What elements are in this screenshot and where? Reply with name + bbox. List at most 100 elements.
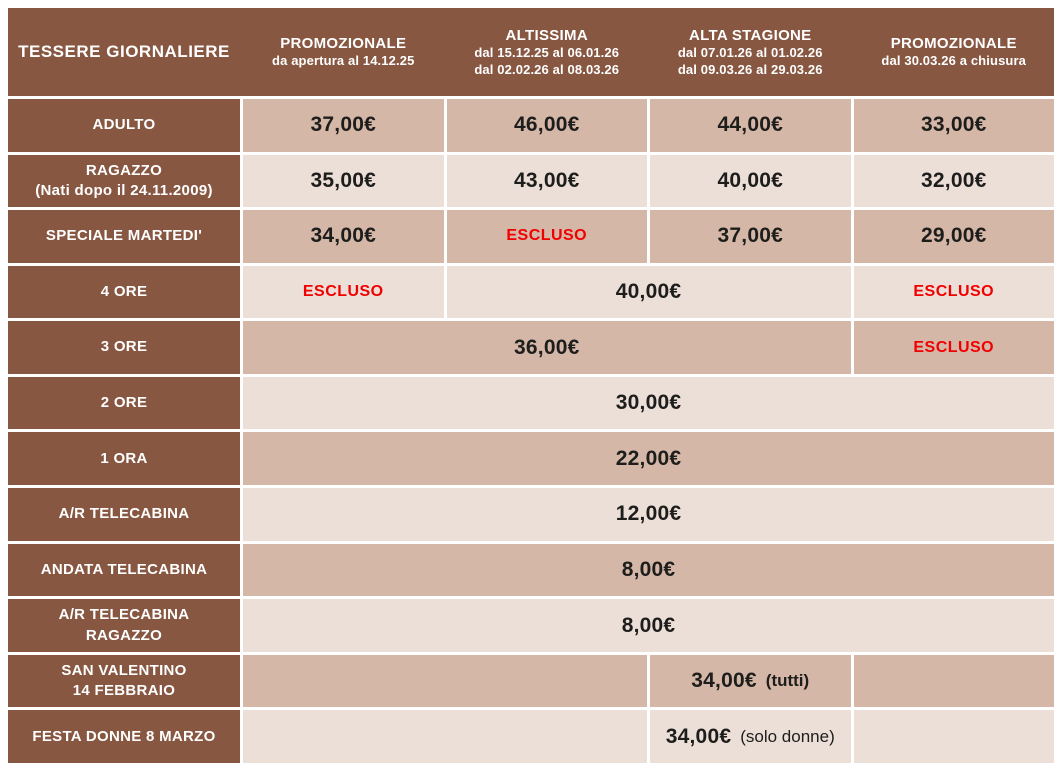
price-cell: 43,00€ xyxy=(446,154,647,208)
excluded-text: ESCLUSO xyxy=(913,283,995,301)
row-label-text: A/R TELECABINA xyxy=(58,606,190,624)
price-value: 37,00€ xyxy=(310,113,376,137)
price-note: (solo donne) xyxy=(740,726,835,746)
row-label-text: SAN VALENTINO xyxy=(61,661,187,679)
row-label-adulto: ADULTO xyxy=(8,99,240,152)
price-value: 12,00€ xyxy=(615,502,682,526)
row-label-text: 3 ORE xyxy=(100,338,148,356)
price-value: 35,00€ xyxy=(310,168,376,192)
price-cell: 46,00€ xyxy=(446,99,647,152)
price-table-grid: TESSERE GIORNALIERE PROMOZIONALE da aper… xyxy=(8,8,1054,763)
price-cell: 32,00€ xyxy=(853,154,1054,208)
price-value: 34,00€ xyxy=(310,224,376,248)
empty-cell xyxy=(243,654,647,708)
table-header: TESSERE GIORNALIERE PROMOZIONALE da aper… xyxy=(8,8,1054,96)
row-label-andata-telecabina: ANDATA TELECABINA xyxy=(8,543,240,597)
row-label-subtext: (Nati dopo il 24.11.2009) xyxy=(35,181,213,199)
empty-cell xyxy=(243,710,647,763)
price-value: 40,00€ xyxy=(615,280,682,304)
column-header-promozionale-1: PROMOZIONALE da apertura al 14.12.25 xyxy=(243,8,444,96)
price-value: 29,00€ xyxy=(921,224,987,248)
price-cell: 34,00€ (tutti) xyxy=(650,654,851,708)
price-value: 46,00€ xyxy=(514,113,580,137)
row-label-san-valentino: SAN VALENTINO 14 FEBBRAIO xyxy=(8,654,240,708)
merged-price-cell: 12,00€ xyxy=(243,488,1054,541)
column-dates: dal 30.03.26 a chiusura xyxy=(881,53,1027,69)
price-value: 34,00€ xyxy=(691,669,757,693)
row-label-speciale-martedi: SPECIALE MARTEDI' xyxy=(8,210,240,263)
column-title: PROMOZIONALE xyxy=(280,35,407,53)
price-value: 32,00€ xyxy=(921,168,987,192)
row-label-2-ore: 2 ORE xyxy=(8,376,240,430)
price-cell: 40,00€ xyxy=(650,154,851,208)
price-cell: 37,00€ xyxy=(243,99,444,152)
excluded-text: ESCLUSO xyxy=(506,227,588,245)
price-value: 30,00€ xyxy=(615,391,682,415)
excluded-cell: ESCLUSO xyxy=(446,210,647,263)
price-cell: 37,00€ xyxy=(650,210,851,263)
price-value: 34,00€ xyxy=(665,724,732,748)
price-value: 37,00€ xyxy=(717,224,783,248)
table-title: TESSERE GIORNALIERE xyxy=(18,42,230,62)
column-dates: dal 07.01.26 al 01.02.26 xyxy=(677,44,823,60)
merged-price-cell: 30,00€ xyxy=(243,376,1054,430)
price-value: 40,00€ xyxy=(717,168,783,192)
row-label-text: A/R TELECABINA xyxy=(58,505,190,523)
merged-price-cell: 22,00€ xyxy=(243,432,1054,486)
row-label-text: SPECIALE MARTEDI' xyxy=(45,227,203,245)
column-dates: dal 09.03.26 al 29.03.26 xyxy=(677,61,823,77)
row-label-text: ADULTO xyxy=(92,116,156,134)
row-label-ar-telecabina-ragazzo: A/R TELECABINA RAGAZZO xyxy=(8,599,240,652)
column-title: ALTISSIMA xyxy=(505,26,588,44)
column-dates: dal 15.12.25 al 06.01.26 xyxy=(474,44,620,60)
column-title: PROMOZIONALE xyxy=(890,35,1017,53)
price-cell: 35,00€ xyxy=(243,154,444,208)
price-value: 22,00€ xyxy=(615,446,682,470)
price-value: 36,00€ xyxy=(514,335,580,359)
price-value: 8,00€ xyxy=(621,557,676,581)
row-label-text: ANDATA TELECABINA xyxy=(40,560,208,578)
merged-price-cell: 8,00€ xyxy=(243,543,1054,597)
row-label-3-ore: 3 ORE xyxy=(8,321,240,374)
price-cell: 33,00€ xyxy=(853,99,1054,152)
column-dates: da apertura al 14.12.25 xyxy=(272,53,415,69)
row-label-text: 1 ORA xyxy=(100,449,148,467)
excluded-cell: ESCLUSO xyxy=(243,265,444,319)
price-value: 44,00€ xyxy=(717,113,783,137)
excluded-text: ESCLUSO xyxy=(913,338,995,356)
row-label-text: 4 ORE xyxy=(100,282,148,300)
row-label-subtext: RAGAZZO xyxy=(85,626,163,644)
empty-cell xyxy=(853,710,1054,763)
merged-price-cell: 40,00€ xyxy=(446,265,851,319)
column-header-altissima: ALTISSIMA dal 15.12.25 al 06.01.26 dal 0… xyxy=(447,8,648,96)
price-table: TESSERE GIORNALIERE PROMOZIONALE da aper… xyxy=(8,8,1054,763)
price-cell: 44,00€ xyxy=(650,99,851,152)
row-label-ar-telecabina: A/R TELECABINA xyxy=(8,488,240,541)
row-label-4-ore: 4 ORE xyxy=(8,265,240,319)
excluded-cell: ESCLUSO xyxy=(853,265,1054,319)
row-label-text: 2 ORE xyxy=(100,394,148,412)
price-cell: 34,00€ (solo donne) xyxy=(650,710,851,763)
excluded-text: ESCLUSO xyxy=(302,283,384,301)
column-header-promozionale-2: PROMOZIONALE dal 30.03.26 a chiusura xyxy=(854,8,1055,96)
header-title-cell: TESSERE GIORNALIERE xyxy=(8,8,240,96)
empty-cell xyxy=(853,654,1054,708)
row-label-subtext: 14 FEBBRAIO xyxy=(72,682,176,700)
column-dates: dal 02.02.26 al 08.03.26 xyxy=(474,61,620,77)
row-label-text: FESTA DONNE 8 MARZO xyxy=(32,727,216,745)
price-value: 43,00€ xyxy=(514,168,580,192)
merged-price-cell: 8,00€ xyxy=(243,599,1054,652)
price-value: 33,00€ xyxy=(921,113,987,137)
row-label-festa-donne: FESTA DONNE 8 MARZO xyxy=(8,710,240,763)
row-label-ragazzo: RAGAZZO (Nati dopo il 24.11.2009) xyxy=(8,154,240,208)
price-note: (tutti) xyxy=(765,671,810,691)
column-title: ALTA STAGIONE xyxy=(688,26,812,44)
excluded-cell: ESCLUSO xyxy=(853,321,1054,374)
row-label-1-ora: 1 ORA xyxy=(8,432,240,486)
price-cell: 34,00€ xyxy=(243,210,444,263)
merged-price-cell: 36,00€ xyxy=(243,321,851,374)
column-header-alta-stagione: ALTA STAGIONE dal 07.01.26 al 01.02.26 d… xyxy=(650,8,851,96)
row-label-text: RAGAZZO xyxy=(85,161,163,179)
price-value: 8,00€ xyxy=(621,613,676,637)
price-cell: 29,00€ xyxy=(853,210,1054,263)
